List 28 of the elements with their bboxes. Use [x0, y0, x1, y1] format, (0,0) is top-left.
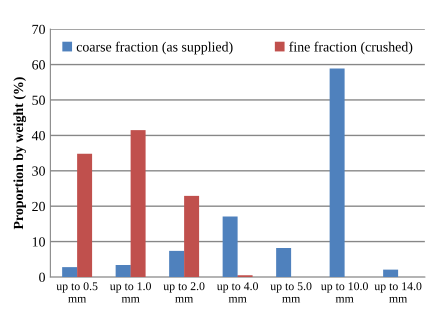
legend-label: coarse fraction (as supplied) — [76, 42, 233, 54]
x-tick-label: up to 4.0 mm — [216, 282, 258, 302]
y-tick-label: 60 — [32, 60, 45, 70]
bar — [276, 248, 292, 278]
y-axis-title: Proportion by weight (%) — [13, 77, 26, 230]
y-tick-label: 50 — [32, 96, 45, 105]
bar — [62, 267, 78, 278]
bar — [169, 250, 184, 278]
bar — [330, 68, 345, 278]
x-tick-label: up to 2.0 mm — [163, 282, 204, 302]
y-tick-label: 30 — [32, 166, 45, 176]
y-tick-label: 10 — [32, 237, 45, 247]
x-tick-label: up to 0.5 mm — [56, 282, 98, 302]
y-tick-label: 40 — [32, 130, 45, 140]
bar — [130, 130, 146, 278]
bar — [184, 196, 200, 278]
y-tick-label: 0 — [39, 272, 45, 282]
x-tick-label: up to 1.0 mm — [110, 282, 151, 302]
legend-label: fine fraction (crushed) — [289, 42, 412, 54]
bar — [77, 154, 92, 278]
x-tick-label: up to 14.0 mm — [374, 282, 422, 302]
y-tick-label: 20 — [32, 202, 45, 212]
x-tick-label: up to 10.0 mm — [320, 282, 368, 302]
x-tick-label: up to 5.0 mm — [270, 282, 312, 302]
y-tick-label: 70 — [32, 24, 45, 34]
bar — [116, 264, 131, 278]
bar — [222, 216, 238, 278]
bar — [383, 270, 398, 278]
